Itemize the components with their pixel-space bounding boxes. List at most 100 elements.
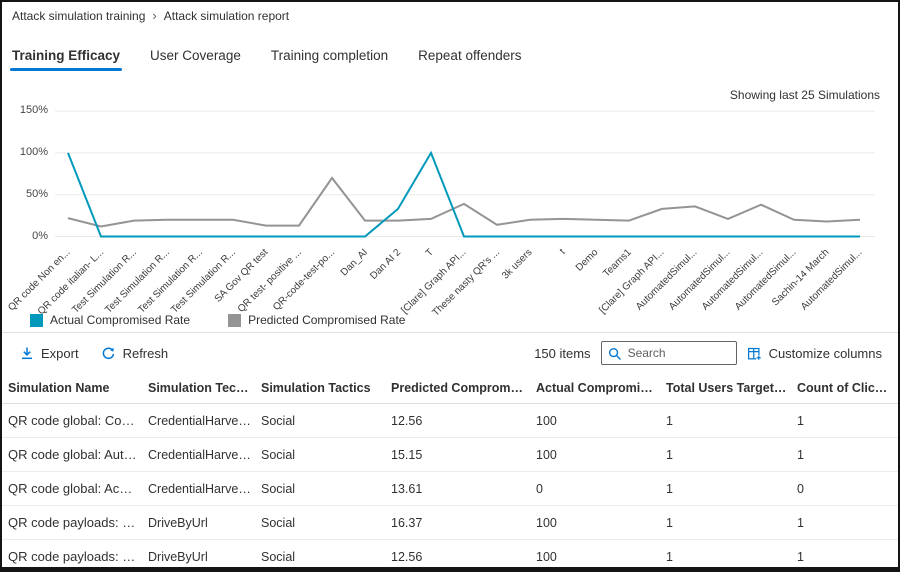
x-axis-label: AutomatedSimul... <box>799 247 865 313</box>
y-axis-tick-50: 50% <box>25 187 48 200</box>
column-header-simulation-tactics[interactable]: Simulation Tactics <box>261 380 371 395</box>
x-axis-label: Test Simulation R... <box>169 247 238 316</box>
refresh-label: Refresh <box>122 345 169 361</box>
legend-item-actual-compromised-rate: Actual Compromised Rate <box>30 313 190 327</box>
table-cell: 1 <box>666 515 673 530</box>
x-axis-label: Test Simulation R... <box>103 247 172 316</box>
table-row[interactable]: QR code payloads: False Ch...DriveByUrl S… <box>2 506 898 540</box>
x-axis-label: QR code Non en... <box>6 247 73 314</box>
x-axis-label: Dan AI 2 <box>367 247 403 282</box>
table-cell: Social <box>261 515 296 530</box>
tab-repeat-offenders[interactable]: Repeat offenders <box>418 48 522 63</box>
x-axis-label: AutomatedSimul... <box>667 247 733 313</box>
table-cell: Social <box>261 447 296 462</box>
x-axis-label: AutomatedSimul... <box>634 247 700 313</box>
y-axis-tick-150: 150% <box>19 104 48 117</box>
table-cell: 100 <box>536 515 557 530</box>
column-header-total-users-targeted[interactable]: Total Users Targeted <box>666 380 789 395</box>
tab-training-completion[interactable]: Training completion <box>270 48 389 63</box>
table-toolbar: Export Refresh 150 items Custo <box>20 339 882 367</box>
legend-toolbar-divider <box>2 332 898 333</box>
predicted-compromised-rate-line <box>67 176 861 228</box>
customize-columns-label: Customize columns <box>768 345 882 361</box>
table-cell: 12.56 <box>391 413 423 428</box>
table-row[interactable]: QR code global: Authentic...CredentialHa… <box>2 438 898 472</box>
table-cell: 0 <box>797 481 804 496</box>
table-cell: 100 <box>536 413 557 428</box>
chart-legend: Actual Compromised Rate Predicted Comprom… <box>30 313 405 327</box>
breadcrumb-parent[interactable]: Attack simulation training <box>12 9 146 23</box>
table-cell: 1 <box>666 549 673 564</box>
tab-bar: Training Efficacy User Coverage Training c… <box>10 44 523 71</box>
table-cell: CredentialHarvesting <box>148 481 261 496</box>
table-cell: 100 <box>536 447 557 462</box>
actual-compromised-rate-line <box>67 150 860 238</box>
table-row[interactable]: QR code payloads: Confere...DriveByUrl So… <box>2 540 898 567</box>
toolbar-right-group: 150 items Customize columns <box>534 341 882 365</box>
legend-label: Actual Compromised Rate <box>50 313 191 327</box>
table-cell: QR code global: Account S... <box>8 481 148 496</box>
table-header: Simulation Name Simulation TechniqueSimul… <box>2 372 898 404</box>
tab-user-coverage[interactable]: User Coverage <box>150 48 241 63</box>
y-axis-tick-100: 100% <box>19 145 48 158</box>
x-axis-label: AutomatedSimul... <box>700 247 766 313</box>
table-cell: 0 <box>536 481 543 496</box>
table-cell: 1 <box>797 413 804 428</box>
chart-note: Showing last 25 Simulations <box>729 88 880 102</box>
x-axis-label: Teams1 <box>601 247 634 280</box>
table-cell: QR code global: Conferenc... <box>8 413 148 428</box>
export-label: Export <box>41 345 79 361</box>
table-cell: 1 <box>797 515 804 530</box>
table-cell: 12.56 <box>391 549 423 564</box>
x-axis-label: These nasty QR's ... <box>430 247 502 319</box>
search-input[interactable] <box>625 345 730 361</box>
table-cell: 16.37 <box>391 515 423 530</box>
breadcrumb: Attack simulation training › Attack simu… <box>12 7 290 24</box>
table-cell: 1 <box>666 413 673 428</box>
table-cell: 1 <box>797 447 804 462</box>
x-axis-label: QR-code-test-po... <box>270 247 337 313</box>
table-cell: DriveByUrl <box>148 515 208 530</box>
column-header-predicted-compromised-rate[interactable]: Predicted Compromised Rate <box>391 380 536 395</box>
chart-plot <box>55 110 875 238</box>
x-axis-label: 3k users <box>500 247 535 282</box>
table-row[interactable]: QR code global: Conferenc...CredentialHa… <box>2 404 898 438</box>
column-header-actual-compromised-rate[interactable]: Actual Compromised Rate <box>536 380 666 395</box>
export-button[interactable]: Export <box>20 346 79 361</box>
breadcrumb-current: Attack simulation report <box>163 9 290 23</box>
table-cell: 13.61 <box>391 481 423 496</box>
x-axis-label: T <box>423 247 436 260</box>
table-cell: DriveByUrl <box>148 549 208 564</box>
tab-training-efficacy[interactable]: Training Efficacy <box>10 44 123 71</box>
legend-label: Predicted Compromised Rate <box>248 313 406 327</box>
table-row[interactable]: QR code global: Account S...CredentialHa… <box>2 472 898 506</box>
customize-columns-button[interactable]: Customize columns <box>747 346 882 361</box>
export-icon <box>20 346 34 360</box>
column-header-simulation-name[interactable]: Simulation Name <box>8 380 110 395</box>
x-axis-label: Sachin-14 March <box>770 247 832 309</box>
table-cell: 100 <box>536 549 557 564</box>
legend-swatch <box>228 313 242 327</box>
legend-swatch <box>30 313 43 327</box>
x-axis-label: Dan_AI <box>338 247 370 279</box>
table-cell: CredentialHarvesting <box>148 413 261 428</box>
x-axis-label: t <box>558 247 568 257</box>
table-cell: 15.15 <box>391 447 423 462</box>
table-cell: CredentialHarvesting <box>148 447 261 462</box>
x-axis-label: Test Simulation R... <box>70 247 139 316</box>
items-count: 150 items <box>534 345 591 361</box>
x-axis-label: Demo <box>574 247 601 274</box>
search-box <box>600 341 737 365</box>
x-axis-label: SA Gov QR test <box>213 247 271 305</box>
breadcrumb-chevron-icon: › <box>152 7 157 23</box>
column-header-count-of-clicked-users[interactable]: Count of Clicked Users <box>797 380 898 395</box>
column-header-simulation-technique[interactable]: Simulation Technique <box>148 380 261 395</box>
refresh-button[interactable]: Refresh <box>101 345 169 361</box>
x-axis-label: [Clare] Graph API... <box>597 247 667 317</box>
table-cell: QR code payloads: Confere... <box>8 549 148 564</box>
table-cell: Social <box>261 413 296 428</box>
table-body: QR code global: Conferenc...CredentialHa… <box>2 404 898 567</box>
refresh-icon <box>101 346 116 361</box>
x-axis-label: Test Simulation R... <box>136 247 205 316</box>
